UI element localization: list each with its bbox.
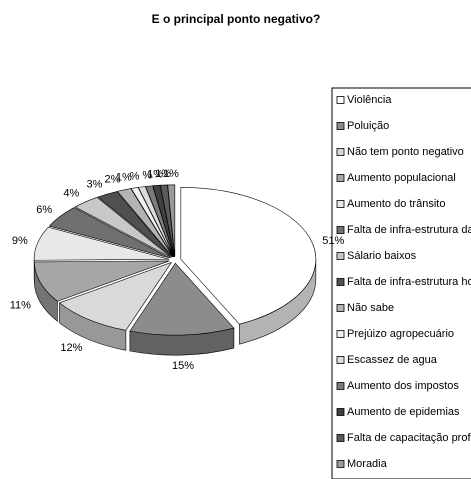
legend-box — [331, 87, 471, 479]
slice — [145, 185, 175, 257]
chart-title: E o principal ponto negativo? — [152, 12, 321, 26]
legend-label: Falta de infra-estrutura hospitalar — [347, 276, 471, 288]
data-label: 3% — [86, 179, 102, 191]
legend-swatch — [336, 278, 345, 286]
slice — [33, 226, 170, 261]
slice — [129, 262, 235, 336]
data-label: 4% — [63, 187, 79, 199]
legend-label: Aumento dos impostos — [347, 380, 459, 392]
legend-label: Não sabe — [347, 302, 394, 314]
data-label: 2% — [105, 174, 121, 186]
data-label: 1% — [163, 168, 179, 180]
legend-label: Sálario baixos — [347, 250, 417, 262]
slice — [58, 261, 173, 331]
legend-swatch — [336, 356, 345, 364]
legend-swatch — [336, 382, 345, 390]
legend: Violência Poluição Não tem ponto negativo A… — [336, 94, 471, 470]
data-label: % — [142, 169, 152, 181]
pie: 51%15%12%11%9%6%4%3% 2%1%% %1%1%1% — [10, 168, 345, 372]
data-label: 11% — [10, 300, 31, 312]
slice — [97, 191, 173, 258]
legend-label: Moradia — [347, 458, 388, 470]
legend-label: Não tem ponto negativo — [347, 146, 464, 158]
slice — [137, 186, 174, 258]
legend-swatch — [336, 460, 345, 468]
data-label: 9% — [12, 235, 28, 247]
legend-swatch — [336, 304, 345, 312]
slice — [152, 184, 175, 257]
legend-swatch — [336, 408, 345, 416]
slice — [167, 184, 176, 257]
legend-label: Prejúizo agropecuário — [347, 328, 454, 340]
legend-label: Falta de capacitação profissional — [347, 432, 471, 444]
data-label: 15% — [172, 360, 194, 372]
legend-label: Escassez de agua — [347, 354, 438, 366]
legend-swatch — [336, 122, 345, 130]
data-label: 1% — [155, 168, 171, 180]
slice — [48, 207, 171, 259]
data-label: 6% — [36, 204, 52, 216]
data-label: % — [130, 170, 140, 182]
legend-label: Violência — [347, 94, 392, 106]
data-label: 51% — [322, 235, 344, 247]
legend-swatch — [336, 174, 345, 182]
data-label: 1% — [116, 172, 132, 184]
data-label: 1% — [147, 169, 163, 181]
slice — [180, 186, 317, 325]
slice — [159, 184, 175, 257]
legend-swatch — [336, 330, 345, 338]
legend-label: Falta de infra-estrutura da cidade — [347, 224, 471, 236]
legend-swatch — [336, 148, 345, 156]
slice — [74, 196, 172, 258]
slice — [33, 260, 170, 302]
legend-swatch — [336, 226, 345, 234]
legend-swatch — [336, 96, 345, 104]
data-label: 12% — [60, 342, 82, 354]
legend-label: Aumento do trânsito — [347, 198, 445, 210]
legend-swatch — [336, 200, 345, 208]
legend-swatch — [336, 434, 345, 442]
legend-label: Poluição — [347, 120, 389, 132]
legend-swatch — [336, 252, 345, 260]
slice — [116, 188, 174, 258]
legend-label: Aumento populacional — [347, 172, 456, 184]
legend-label: Aumento de epidemias — [347, 406, 460, 418]
